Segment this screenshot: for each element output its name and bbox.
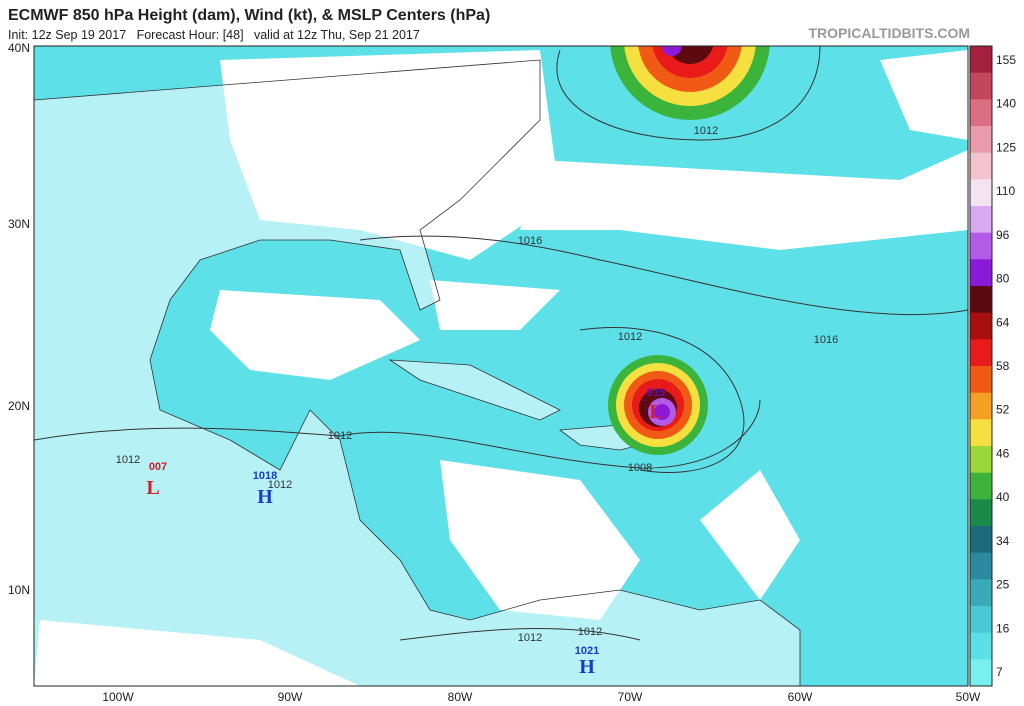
pressure-label: 1012 [518,632,542,644]
colorbar-tick: 46 [996,446,1010,460]
colorbar-tick: 34 [996,534,1010,548]
colorbar-segment [970,526,992,554]
subtitle: Init: 12z Sep 19 2017 Forecast Hour: [48… [8,28,420,42]
colorbar-segment [970,632,992,660]
isobar [399,627,641,641]
pressure-center: L [146,477,159,499]
lon-label: 70W [618,690,643,704]
hurricane-north [610,46,770,120]
hurricane-maria [608,355,708,455]
brand: TROPICALTIDBITS.COM [808,25,970,41]
wind-ring [666,46,714,64]
colorbar-segment [970,606,992,634]
pressure-center: H [257,486,273,508]
lat-label: 40N [8,41,30,55]
colorbar-tick: 110 [996,184,1015,198]
colorbar-tick: 64 [996,315,1010,329]
colorbar-tick: 25 [996,578,1010,592]
pressure-label: 915 [647,387,665,399]
colorbar-segment [970,286,992,314]
colorbar-segment [970,312,992,340]
pressure-center: H [579,656,595,678]
lat-label: 20N [8,399,30,413]
pressure-label: 1012 [268,479,292,491]
colorbar-segment [970,419,992,447]
calm-area [880,50,968,140]
colorbar-segment [970,179,992,207]
axes: 40N 30N 20N 10N 100W 90W 80W 70W 60W 50W [8,41,981,704]
lon-label: 80W [448,690,473,704]
isobar [579,327,745,473]
colorbar-segment [970,126,992,154]
colorbar-tick: 40 [996,490,1010,504]
pressure-label: 1016 [814,334,838,346]
colorbar-tick: 140 [996,97,1016,111]
pressure-label: 007 [149,461,167,473]
pressure-label: 1008 [628,462,652,474]
colorbar-segment [970,232,992,260]
colorbar-segment [970,259,992,287]
lon-label: 100W [102,690,134,704]
colorbar: 155 140 125 110 96 80 64 58 52 46 40 34 25 16 7 [969,45,1016,687]
pressure-label: 1012 [116,454,140,466]
pressure-label: 1021 [575,645,599,657]
pressure-label: 1018 [253,470,277,482]
wind-ring [662,46,682,56]
colorbar-segment [970,659,992,687]
colorbar-segment [970,366,992,394]
lat-label: 10N [8,583,30,597]
colorbar-segment [970,579,992,607]
colorbar-segment [970,72,992,100]
isobar [359,235,968,316]
pressure-label: 1012 [694,125,718,137]
colorbar-segment [970,339,992,367]
map: 1012 1016 1012 1016 1012 1012 1008 1012 1012 1012… [34,46,968,686]
title: ECMWF 850 hPa Height (dam), Wind (kt), &… [8,7,490,24]
calm-area [520,150,968,250]
colorbar-tick: 16 [996,621,1010,635]
isobar [556,46,821,141]
lon-label: 50W [956,690,981,704]
colorbar-tick: 80 [996,272,1010,286]
colorbar-segment [970,446,992,474]
colorbar-segment [970,206,992,234]
colorbar-segment [970,46,992,74]
calm-area [700,470,800,600]
pressure-center: L [649,401,662,423]
colorbar-tick: 96 [996,228,1010,242]
wind-ring [652,46,728,78]
colorbar-tick: 52 [996,403,1010,417]
colorbar-segment [970,152,992,180]
colorbar-tick: 58 [996,359,1010,373]
lon-label: 60W [788,690,813,704]
colorbar-segment [970,552,992,580]
lon-label: 90W [278,690,303,704]
pressure-label: 1016 [518,235,542,247]
colorbar-tick: 125 [996,140,1016,154]
isobar [34,399,761,469]
pressure-label: 1012 [328,430,352,442]
lat-label: 30N [8,217,30,231]
pressure-label: 1012 [618,331,642,343]
colorbar-segment [970,499,992,527]
cuba [388,359,561,421]
colorbar-segment [970,392,992,420]
calm-area [430,280,560,330]
pressure-label: 1012 [578,626,602,638]
colorbar-segment [970,472,992,500]
map-frame [33,45,969,687]
map-labels: 1012 1016 1012 1016 1012 1012 1008 1012 1012 1012… [116,125,838,678]
colorbar-frame [969,45,993,687]
colorbar-tick: 155 [996,53,1016,67]
wind-ring [654,404,670,420]
colorbar-segment [970,99,992,127]
calm-area [210,290,420,380]
calm-area [440,460,640,620]
land [34,59,801,686]
colorbar-tick: 7 [996,665,1003,679]
